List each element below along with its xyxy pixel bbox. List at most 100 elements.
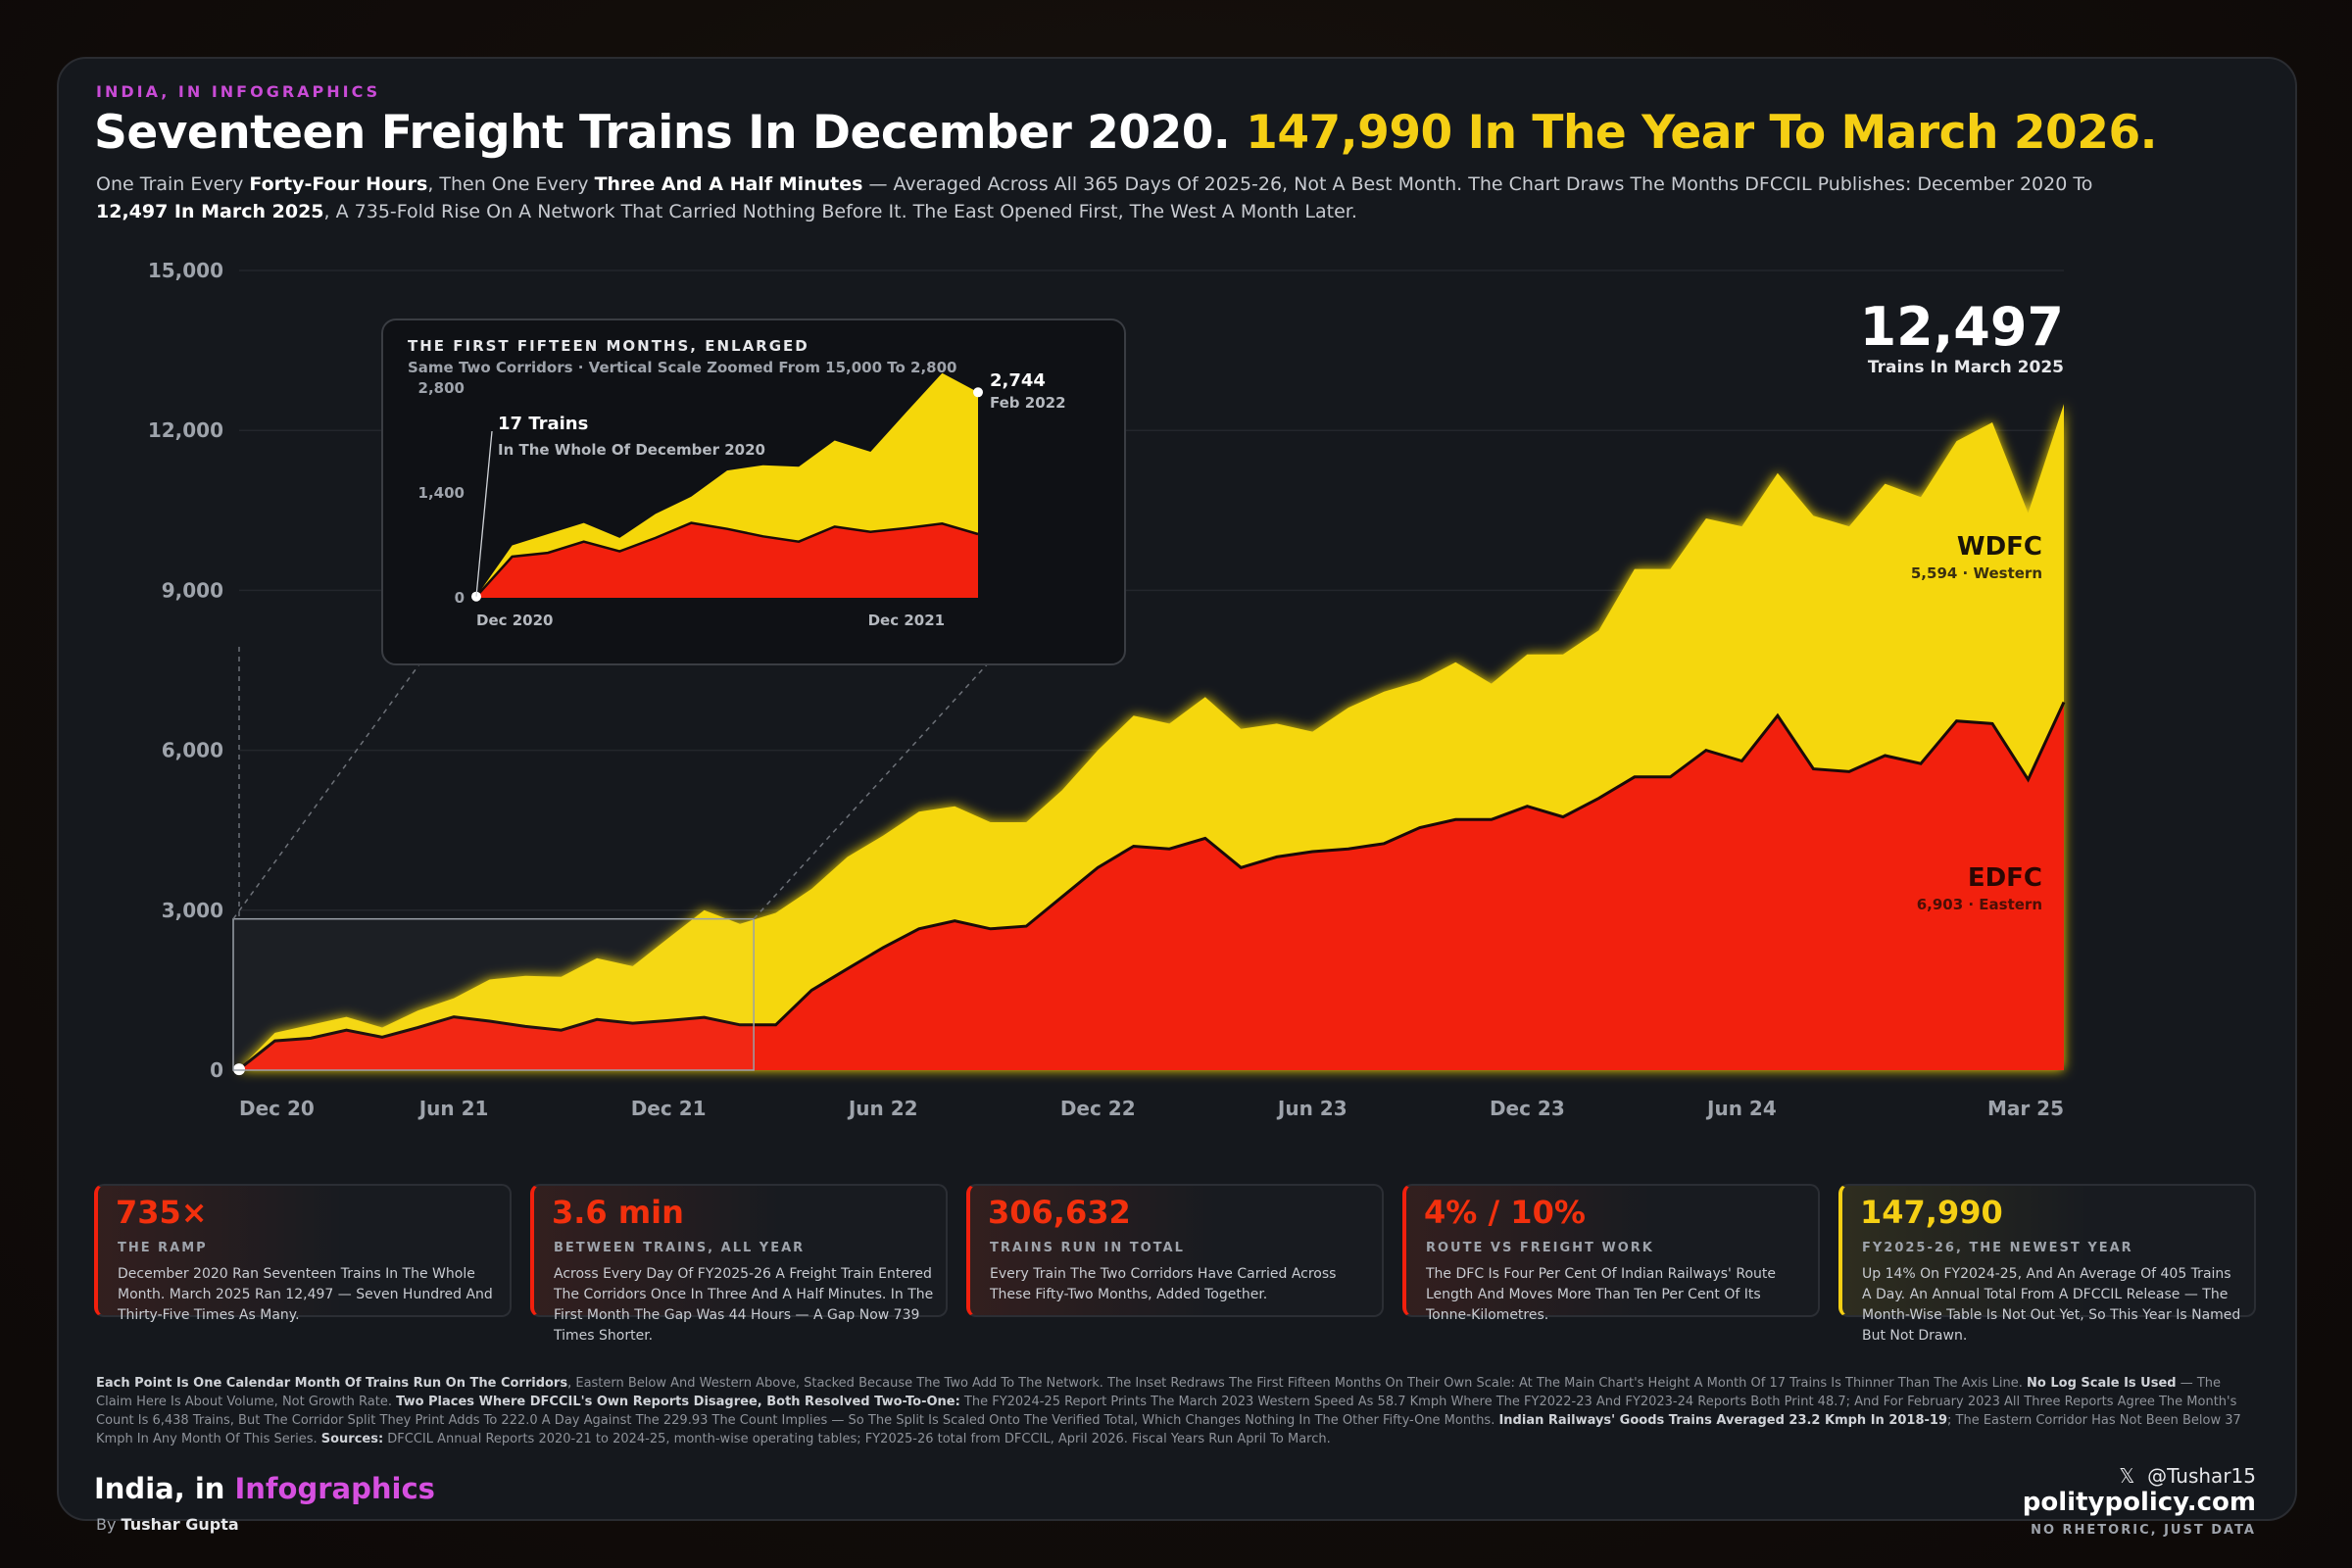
subtitle-part-5: 12,497 In March 2025 <box>96 201 324 222</box>
inset-y-tick-label: 1,400 <box>418 484 465 502</box>
x-tick-label: Dec 20 <box>239 1097 315 1120</box>
stat-label: ROUTE VS FREIGHT WORK <box>1426 1241 1654 1255</box>
note-part-4: Two Places Where DFCCIL's Own Reports Di… <box>396 1395 960 1409</box>
x-tick-label: Dec 22 <box>1060 1097 1136 1120</box>
inset-y-tick-label: 0 <box>455 589 465 607</box>
inset-chart: THE FIRST FIFTEEN MONTHS, ENLARGED Same T… <box>381 318 1126 665</box>
inset-y-tick-label: 2,800 <box>418 379 465 397</box>
subtitle-part-2: , Then One Every <box>427 173 595 195</box>
inset-end-sub: Feb 2022 <box>990 394 1066 412</box>
stat-label: BETWEEN TRAINS, ALL YEAR <box>554 1241 806 1255</box>
social-handle[interactable]: 𝕏 @Tushar15 <box>2119 1464 2256 1488</box>
inset-x-tick-label: Dec 2020 <box>476 612 554 629</box>
inset-start-sub: In The Whole Of December 2020 <box>498 441 765 459</box>
x-logo-icon: 𝕏 <box>2119 1464 2135 1488</box>
subtitle: One Train Every Forty-Four Hours, Then O… <box>96 171 2154 225</box>
page-title: Seventeen Freight Trains In December 202… <box>94 106 2250 160</box>
y-tick-label: 15,000 <box>148 259 223 282</box>
inset-start-label: 17 Trains <box>498 414 588 434</box>
inset-edfc-line <box>475 521 979 598</box>
stat-text: Up 14% On FY2024-25, And An Average Of 4… <box>1862 1266 2241 1344</box>
handle-text: @Tushar15 <box>2147 1464 2256 1488</box>
inset-end-point <box>973 387 983 398</box>
start-point <box>233 1063 245 1076</box>
x-tick-label: Jun 22 <box>847 1097 918 1120</box>
y-tick-label: 6,000 <box>162 739 223 762</box>
x-tick-label: Dec 23 <box>1490 1097 1565 1120</box>
zoom-box <box>232 917 755 1071</box>
stacked-area-chart: 0 3,000 6,000 9,000 12,000 15,000 Dec 20 Jun 2… <box>148 259 2066 1120</box>
x-tick-label: Jun 24 <box>1705 1097 1777 1120</box>
stat-value: 735× <box>116 1194 208 1231</box>
inset-edfc-area <box>476 522 978 598</box>
x-tick-label: Jun 21 <box>417 1097 489 1120</box>
subtitle-part-3: Three And A Half Minutes <box>594 173 863 195</box>
note-part-0: Each Point Is One Calendar Month Of Trai… <box>96 1376 568 1391</box>
subtitle-part-0: One Train Every <box>96 173 250 195</box>
kicker: INDIA, IN INFOGRAPHICS <box>96 82 381 101</box>
x-tick-label: Dec 21 <box>631 1097 707 1120</box>
y-tick-label: 3,000 <box>162 899 223 922</box>
stat-label: TRAINS RUN IN TOTAL <box>990 1241 1185 1255</box>
x-tick-label: Jun 23 <box>1276 1097 1348 1120</box>
edfc-label: EDFC <box>1968 863 2042 893</box>
stat-value: 306,632 <box>988 1194 1131 1231</box>
end-value-label: 12,497 <box>1860 296 2064 358</box>
byline: By Tushar Gupta <box>96 1515 239 1534</box>
stat-card: 147,990 FY2025-26, THE NEWEST YEAR Up 14% … <box>1838 1184 2256 1344</box>
stat-value: 3.6 min <box>552 1194 684 1231</box>
stat-label: FY2025-26, THE NEWEST YEAR <box>1862 1241 2133 1255</box>
x-tick-label: Mar 25 <box>1987 1097 2064 1120</box>
subtitle-part-6: , A 735-Fold Rise On A Network That Carr… <box>323 201 1357 222</box>
edfc-sub-label: 6,903 · Eastern <box>1917 896 2042 913</box>
stat-card: 735× THE RAMP December 2020 Ran Seventeen … <box>94 1184 512 1323</box>
chart-areas <box>233 404 2066 1076</box>
brand-main: India, in <box>94 1472 235 1505</box>
note-part-6: Indian Railways' Goods Trains Averaged 2… <box>1498 1413 1947 1428</box>
note-part-9: DFCCIL Annual Reports 2020-21 to 2024-25… <box>383 1432 1331 1446</box>
wdfc-sub-label: 5,594 · Western <box>1911 564 2042 582</box>
byline-prefix: By <box>96 1515 122 1534</box>
zoom-callout <box>232 647 991 1071</box>
inset-title: THE FIRST FIFTEEN MONTHS, ENLARGED <box>408 337 809 355</box>
note-part-8: Sources: <box>320 1432 384 1446</box>
stat-value: 4% / 10% <box>1424 1194 1586 1231</box>
subtitle-part-4: — Averaged Across All 365 Days Of 2025-2… <box>862 173 2093 195</box>
edfc-boundary-line <box>238 701 2066 1071</box>
inset-subtitle: Same Two Corridors · Vertical Scale Zoom… <box>408 359 957 376</box>
brand-accent: Infographics <box>234 1472 435 1505</box>
stat-label: THE RAMP <box>118 1241 208 1255</box>
stat-text: The DFC Is Four Per Cent Of Indian Railw… <box>1426 1266 1776 1323</box>
inset-end-label: 2,744 <box>990 370 1046 391</box>
y-axis: 0 3,000 6,000 9,000 12,000 15,000 <box>148 259 223 1082</box>
note-part-1: , Eastern Below And Western Above, Stack… <box>567 1376 2028 1391</box>
stat-text: Every Train The Two Corridors Have Carri… <box>990 1266 1337 1302</box>
subtitle-part-1: Forty-Four Hours <box>249 173 428 195</box>
title-main: Seventeen Freight Trains In December 202… <box>94 106 1231 160</box>
wdfc-label: WDFC <box>1957 532 2042 562</box>
site-link[interactable]: politypolicy.com <box>2022 1488 2256 1517</box>
tagline: NO RHETORIC, JUST DATA <box>2031 1523 2256 1538</box>
x-axis: Dec 20 Jun 21 Dec 21 Jun 22 Dec 22 Jun 23 Dec … <box>239 1097 2064 1120</box>
note-part-7: ; The Eastern Corridor Has Not Been Belo… <box>96 1413 2241 1446</box>
end-value-caption: Trains In March 2025 <box>1868 358 2064 377</box>
stat-card: 3.6 min BETWEEN TRAINS, ALL YEAR Across Ev… <box>530 1184 948 1344</box>
inset-x-tick-label: Dec 2021 <box>868 612 946 629</box>
stat-value: 147,990 <box>1860 1194 2003 1231</box>
stat-card: 306,632 TRAINS RUN IN TOTAL Every Train Th… <box>966 1184 1384 1317</box>
note-part-5: The FY2024-25 Report Prints The March 20… <box>96 1395 2237 1428</box>
stat-cards: 735× THE RAMP December 2020 Ran Seventeen … <box>94 1184 2256 1344</box>
y-tick-label: 0 <box>210 1058 223 1082</box>
y-tick-label: 12,000 <box>148 418 223 442</box>
footnotes: Each Point Is One Calendar Month Of Trai… <box>96 1374 2242 1448</box>
inset-callout-line <box>475 430 493 597</box>
stat-text: December 2020 Ran Seventeen Trains In Th… <box>118 1266 493 1323</box>
brand-logo: India, in Infographics <box>94 1472 435 1505</box>
author-name: Tushar Gupta <box>121 1515 239 1534</box>
stat-text: Across Every Day Of FY2025-26 A Freight … <box>554 1266 934 1344</box>
title-highlight: 147,990 In The Year To March 2026. <box>1246 106 2157 160</box>
note-part-2: No Log Scale Is Used <box>2027 1376 2177 1391</box>
note-part-3: — The Claim Here Is About Volume, Not Gr… <box>96 1376 2222 1409</box>
y-tick-label: 9,000 <box>162 578 223 602</box>
